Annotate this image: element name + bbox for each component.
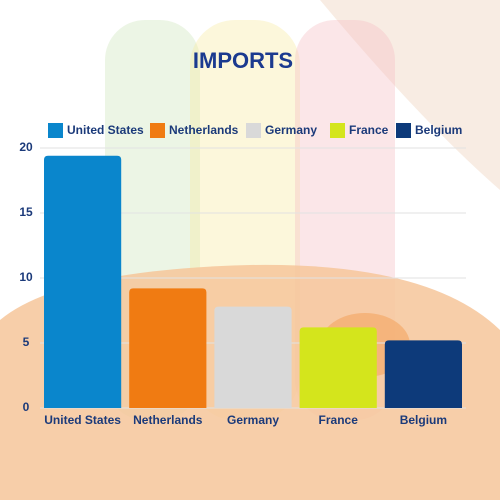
bar: [44, 155, 122, 408]
legend-label: United States: [67, 123, 144, 137]
legend-label: Germany: [265, 123, 317, 137]
bar: [129, 288, 207, 408]
x-tick-label: Germany: [227, 413, 279, 427]
legend-swatch: [48, 123, 63, 138]
x-tick-label: France: [319, 413, 359, 427]
y-tick-label: 10: [19, 270, 33, 284]
legend-swatch: [246, 123, 261, 138]
legend-swatch: [396, 123, 411, 138]
x-tick-label: Netherlands: [133, 413, 203, 427]
x-tick-label: United States: [44, 413, 121, 427]
bar: [384, 340, 462, 408]
bar: [299, 327, 377, 408]
y-tick-label: 15: [19, 205, 33, 219]
x-tick-label: Belgium: [400, 413, 447, 427]
chart-title: IMPORTS: [193, 48, 293, 73]
y-tick-label: 0: [23, 400, 30, 414]
legend-label: Belgium: [415, 123, 462, 137]
legend-swatch: [150, 123, 165, 138]
y-tick-label: 20: [19, 140, 33, 154]
legend-label: France: [349, 123, 389, 137]
legend-label: Netherlands: [169, 123, 239, 137]
legend-swatch: [330, 123, 345, 138]
y-tick-label: 5: [23, 335, 30, 349]
bar: [214, 306, 292, 408]
